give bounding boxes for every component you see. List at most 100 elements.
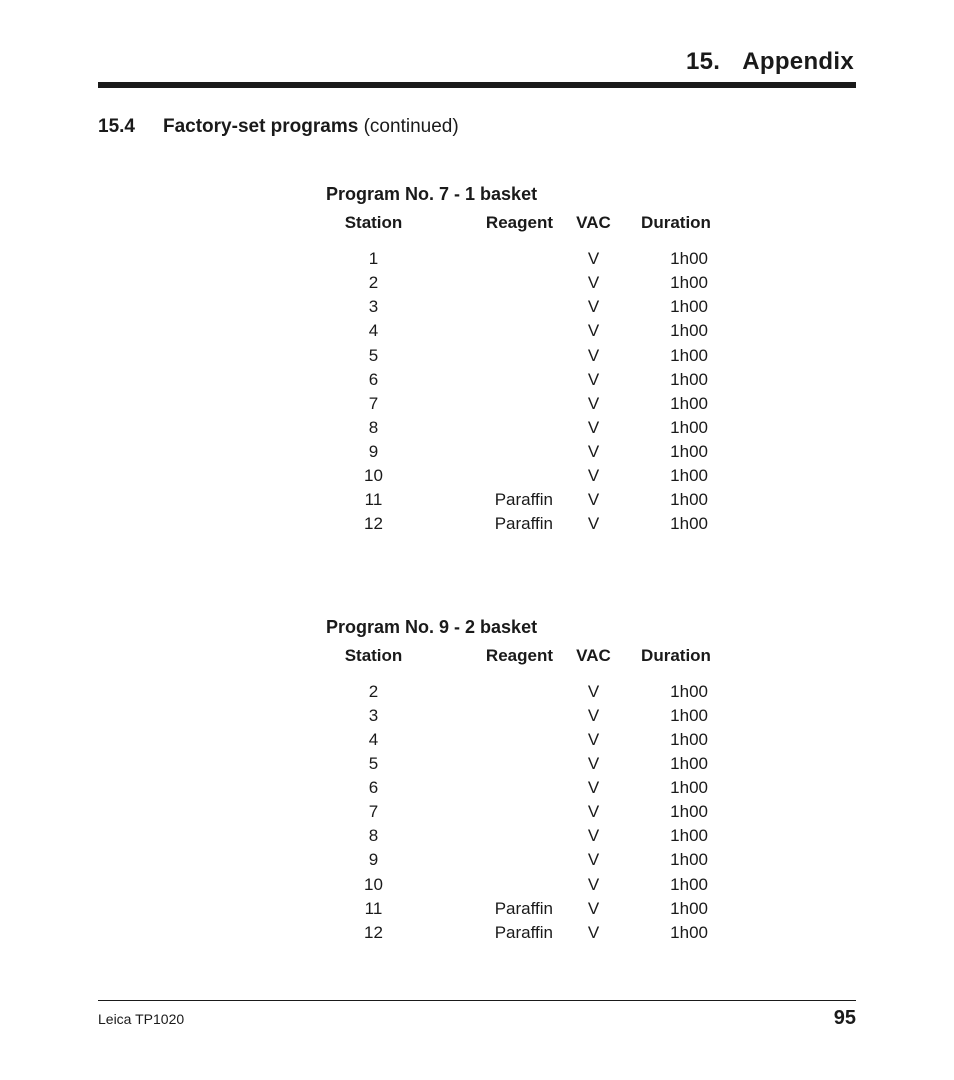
cell-station: 7 [326,800,421,824]
cell-reagent [421,344,561,368]
cell-duration: 1h00 [626,680,726,704]
cell-station: 2 [326,680,421,704]
cell-duration: 1h00 [626,824,726,848]
cell-reagent [421,848,561,872]
cell-duration: 1h00 [626,921,726,945]
program-block: Program No. 9 - 2 basketStationReagentVA… [326,617,726,945]
table-row: 2V1h00 [326,680,726,704]
table-row: 7 V1h00 [326,392,726,416]
cell-vac: V [561,271,626,295]
cell-reagent [421,728,561,752]
cell-duration: 1h00 [626,440,726,464]
table-row: 4V1h00 [326,319,726,343]
cell-station: 7 [326,392,421,416]
cell-reagent: Paraffin [421,921,561,945]
cell-reagent [421,752,561,776]
cell-vac: V [561,728,626,752]
section-title-bold: Factory-set programs [163,116,358,137]
column-header-duration: Duration [626,646,726,680]
table-row: 2V1h00 [326,271,726,295]
footer-product-name: Leica TP1020 [98,1011,184,1027]
table-row: 8V1h00 [326,416,726,440]
cell-vac: V [561,464,626,488]
cell-duration: 1h00 [626,800,726,824]
cell-duration: 1h00 [626,416,726,440]
cell-reagent: Paraffin [421,512,561,536]
column-header-vac: VAC [561,646,626,680]
cell-station: 10 [326,464,421,488]
table-row: 9V1h00 [326,440,726,464]
program-gap [98,537,856,617]
cell-vac: V [561,368,626,392]
cell-duration: 1h00 [626,271,726,295]
cell-vac: V [561,897,626,921]
programs-container: Program No. 7 - 1 basketStationReagentVA… [98,184,856,945]
table-row: 8 V1h00 [326,824,726,848]
table-row: 12ParaffinV1h00 [326,512,726,536]
chapter-header: 15. Appendix [98,48,856,82]
cell-station: 6 [326,776,421,800]
cell-duration: 1h00 [626,319,726,343]
section-heading: 15.4 Factory-set programs (continued) [98,116,856,138]
table-row: 9V1h00 [326,848,726,872]
table-row: 1V1h00 [326,247,726,271]
cell-vac: V [561,319,626,343]
cell-station: 1 [326,247,421,271]
table-row: 3V1h00 [326,295,726,319]
table-row: 4V1h00 [326,728,726,752]
section-number: 15.4 [98,116,135,138]
cell-station: 5 [326,344,421,368]
cell-station: 3 [326,295,421,319]
cell-vac: V [561,752,626,776]
footer-page-number: 95 [834,1007,856,1030]
table-row: 10V1h00 [326,464,726,488]
chapter-title: Appendix [742,48,854,75]
cell-duration: 1h00 [626,392,726,416]
cell-reagent [421,680,561,704]
cell-reagent [421,440,561,464]
chapter-number: 15. [686,48,720,75]
section-title: Factory-set programs (continued) [163,116,459,138]
cell-vac: V [561,440,626,464]
cell-reagent [421,295,561,319]
cell-vac: V [561,295,626,319]
program-title: Program No. 9 - 2 basket [326,617,726,638]
cell-reagent [421,464,561,488]
cell-reagent: Paraffin [421,488,561,512]
cell-duration: 1h00 [626,752,726,776]
footer-row: Leica TP1020 95 [98,1007,856,1030]
column-header-vac: VAC [561,213,626,247]
cell-reagent [421,704,561,728]
cell-vac: V [561,392,626,416]
cell-reagent [421,800,561,824]
table-row: 5V1h00 [326,752,726,776]
column-header-station: Station [326,213,421,247]
page: 15. Appendix 15.4 Factory-set programs (c… [0,0,954,1080]
cell-reagent [421,368,561,392]
cell-vac: V [561,824,626,848]
cell-reagent [421,873,561,897]
cell-vac: V [561,873,626,897]
cell-station: 11 [326,897,421,921]
cell-vac: V [561,776,626,800]
cell-duration: 1h00 [626,488,726,512]
table-row: 11ParaffinV1h00 [326,897,726,921]
table-row: 5V1h00 [326,344,726,368]
cell-duration: 1h00 [626,873,726,897]
table-row: 6V1h00 [326,368,726,392]
cell-vac: V [561,344,626,368]
table-row: 3V1h00 [326,704,726,728]
cell-station: 6 [326,368,421,392]
program-table: StationReagentVACDuration2V1h003V1h004V1… [326,646,726,945]
cell-station: 12 [326,921,421,945]
cell-station: 4 [326,728,421,752]
cell-station: 8 [326,824,421,848]
cell-vac: V [561,512,626,536]
section-title-continued: (continued) [358,116,458,137]
column-header-reagent: Reagent [421,646,561,680]
cell-station: 10 [326,873,421,897]
cell-vac: V [561,704,626,728]
cell-reagent [421,776,561,800]
cell-station: 9 [326,848,421,872]
cell-vac: V [561,488,626,512]
